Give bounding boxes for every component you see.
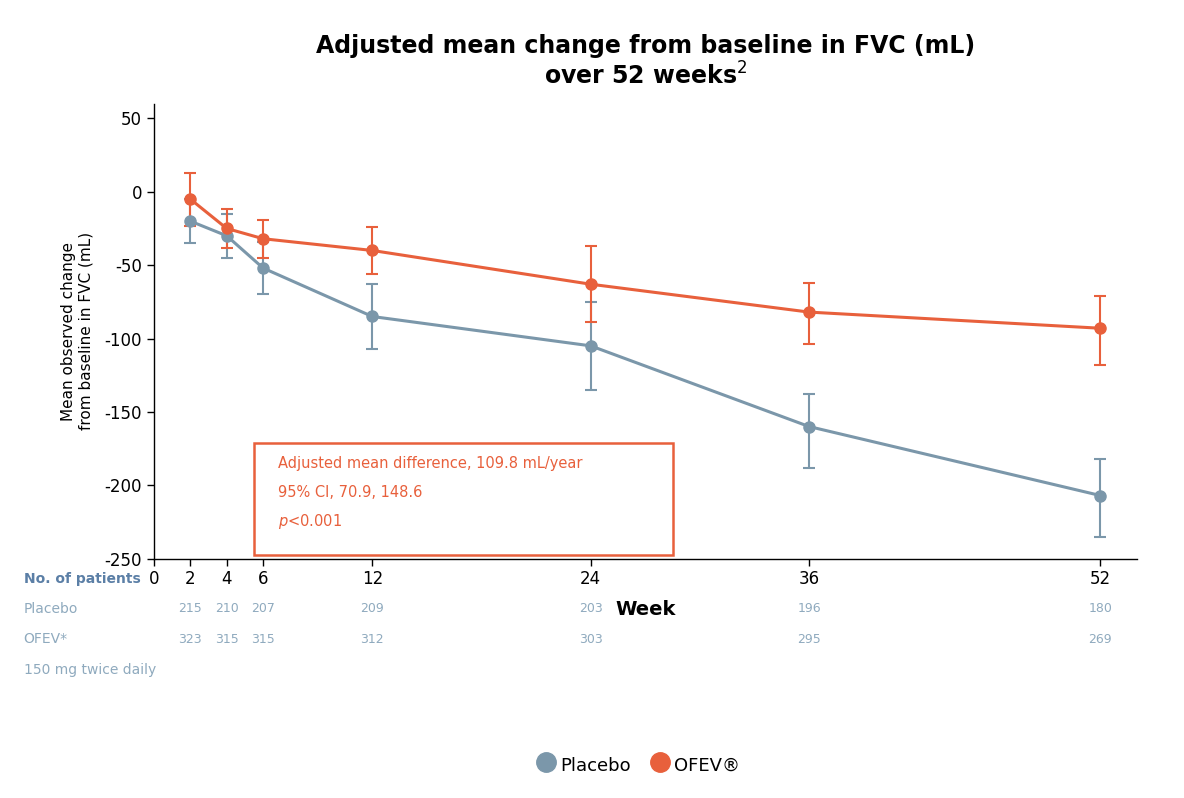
Text: 315: 315 [214, 633, 239, 646]
Text: OFEV*: OFEV* [24, 632, 67, 646]
Text: 215: 215 [179, 602, 202, 615]
Text: 95% CI, 70.9, 148.6: 95% CI, 70.9, 148.6 [278, 485, 422, 500]
Text: 323: 323 [179, 633, 202, 646]
Legend: Placebo, OFEV®: Placebo, OFEV® [532, 745, 747, 785]
Text: 295: 295 [797, 633, 821, 646]
Text: 207: 207 [251, 602, 275, 615]
Title: Adjusted mean change from baseline in FVC (mL)
over 52 weeks$^{2}$: Adjusted mean change from baseline in FV… [316, 34, 974, 89]
Text: 180: 180 [1088, 602, 1112, 615]
FancyBboxPatch shape [255, 444, 673, 555]
Text: 150 mg twice daily: 150 mg twice daily [24, 662, 156, 677]
Text: 196: 196 [797, 602, 821, 615]
Text: 303: 303 [579, 633, 603, 646]
Text: No. of patients: No. of patients [24, 571, 141, 586]
Text: Adjusted mean difference, 109.8 mL/year: Adjusted mean difference, 109.8 mL/year [278, 456, 583, 471]
Text: 269: 269 [1088, 633, 1112, 646]
Text: 312: 312 [360, 633, 384, 646]
Text: Placebo: Placebo [24, 602, 78, 616]
Text: $\it{p}$<0.001: $\it{p}$<0.001 [278, 512, 342, 531]
Text: 315: 315 [251, 633, 275, 646]
Text: 210: 210 [214, 602, 239, 615]
X-axis label: Week: Week [616, 599, 675, 618]
Text: 209: 209 [360, 602, 384, 615]
Y-axis label: Mean observed change
from baseline in FVC (mL): Mean observed change from baseline in FV… [62, 232, 94, 430]
Text: 203: 203 [579, 602, 603, 615]
